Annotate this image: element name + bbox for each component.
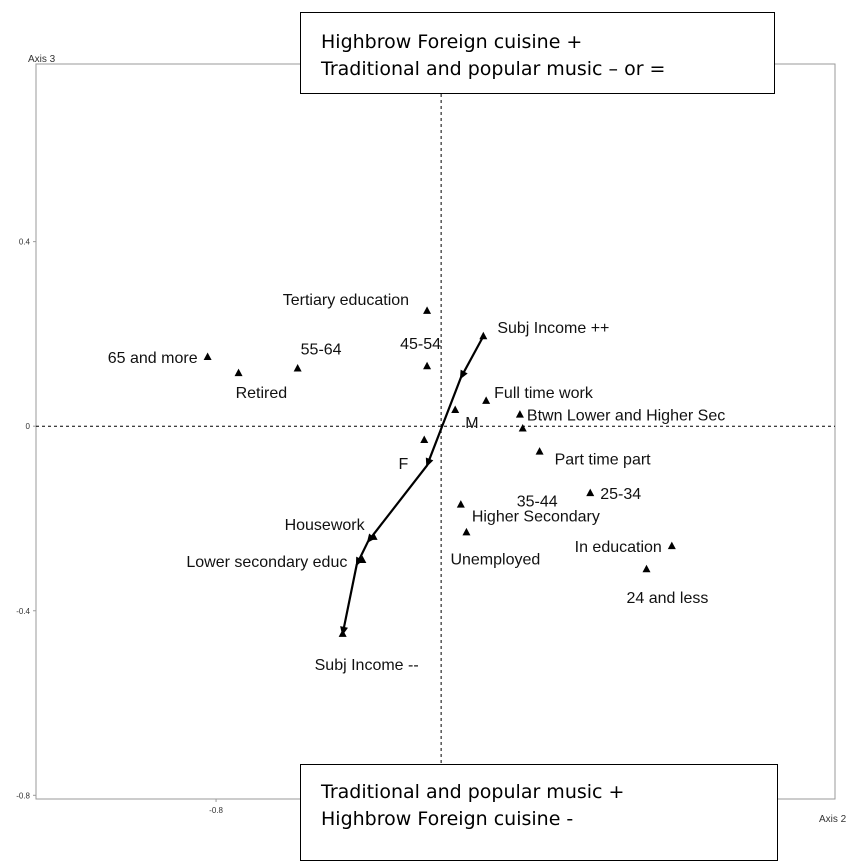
y-tick-label-1: 0 bbox=[26, 422, 31, 431]
bottom-annotation-box: Traditional and popular music + Highbrow… bbox=[300, 764, 778, 861]
trajectory-start-label: Subj Income ++ bbox=[497, 320, 609, 337]
point-label-group: Tertiary education 45-54 55-64 Retired 65 an… bbox=[108, 292, 725, 607]
point-label-in-education: In education bbox=[575, 539, 662, 556]
point-f bbox=[420, 435, 429, 444]
point-label-m: M bbox=[465, 415, 478, 432]
x-tick-label-0: -0.8 bbox=[209, 806, 223, 815]
point-label-lower-secondary-educ: Lower secondary educ bbox=[186, 554, 347, 571]
y-axis-label: Axis 3 bbox=[28, 54, 56, 65]
trajectory-end-label: Subj Income -- bbox=[315, 657, 419, 674]
point-group bbox=[203, 306, 676, 573]
point-higher-secondary bbox=[456, 500, 465, 508]
bottom-annotation-line-2: Highbrow Foreign cuisine - bbox=[321, 808, 574, 830]
arrowhead-2 bbox=[425, 457, 434, 468]
point-label-unemployed: Unemployed bbox=[450, 551, 540, 568]
trajectory-arrow-1 bbox=[459, 369, 468, 380]
point-tertiary-education bbox=[423, 306, 432, 314]
trajectory-line bbox=[341, 335, 485, 635]
point-m bbox=[451, 405, 460, 414]
arrowhead-1 bbox=[459, 369, 468, 380]
point-65-and-more bbox=[203, 352, 212, 360]
point-label-part-time-part: Part time part bbox=[555, 452, 652, 469]
y-tick-label-3: -0.8 bbox=[16, 791, 30, 800]
trajectory-end-point bbox=[338, 629, 347, 637]
point-label-25-34: 25-34 bbox=[600, 486, 641, 503]
top-annotation-box: Highbrow Foreign cuisine + Traditional a… bbox=[300, 12, 775, 94]
point-label-full-time-work: Full time work bbox=[494, 385, 594, 402]
point-55-64 bbox=[293, 364, 302, 372]
point-label-higher-secondary: Higher Secondary bbox=[472, 509, 600, 526]
point-label-retired: Retired bbox=[236, 385, 288, 402]
y-tick-label-2: -0.4 bbox=[16, 607, 30, 616]
point-part-time-part bbox=[535, 447, 544, 455]
plot-frame bbox=[35, 63, 836, 800]
point-retired bbox=[234, 368, 243, 377]
trajectory-start-point bbox=[479, 331, 488, 340]
point-in-education bbox=[667, 541, 676, 550]
point-label-45-54: 45-54 bbox=[400, 336, 441, 353]
point-btwn-lower-and-higher-sec bbox=[515, 410, 524, 418]
point-35-44 bbox=[518, 424, 527, 432]
point-24-and-less bbox=[642, 564, 651, 573]
bottom-annotation-line-1: Traditional and popular music + bbox=[321, 781, 625, 803]
point-housework bbox=[369, 532, 378, 540]
point-45-54 bbox=[423, 361, 432, 370]
point-label-24-and-less: 24 and less bbox=[627, 590, 709, 607]
point-label-housework: Housework bbox=[285, 517, 366, 534]
tick-group: 0.4 0 -0.4 -0.8 -0.8 bbox=[16, 238, 223, 815]
trajectory-arrow-2 bbox=[425, 457, 434, 468]
point-label-65-and-more: 65 and more bbox=[108, 350, 198, 367]
top-annotation-line-1: Highbrow Foreign cuisine + bbox=[321, 31, 583, 53]
point-label-tertiary-education: Tertiary education bbox=[283, 292, 409, 309]
point-label-f: F bbox=[398, 456, 408, 473]
point-label-btwn-lower-and-higher-sec: Btwn Lower and Higher Sec bbox=[527, 408, 725, 425]
point-label-55-64: 55-64 bbox=[301, 342, 342, 359]
x-axis-label: Axis 2 bbox=[819, 814, 847, 825]
point-full-time-work bbox=[482, 396, 491, 404]
point-unemployed bbox=[462, 527, 471, 536]
subjective-income-trajectory: Subj Income ++ Subj Income -- bbox=[315, 320, 610, 674]
point-25-34 bbox=[586, 488, 595, 497]
point-lower-secondary-educ bbox=[358, 555, 367, 563]
top-annotation-line-2: Traditional and popular music – or = bbox=[321, 58, 666, 80]
point-label-35-44: 35-44 bbox=[517, 494, 558, 511]
y-tick-label-0: 0.4 bbox=[19, 238, 31, 247]
